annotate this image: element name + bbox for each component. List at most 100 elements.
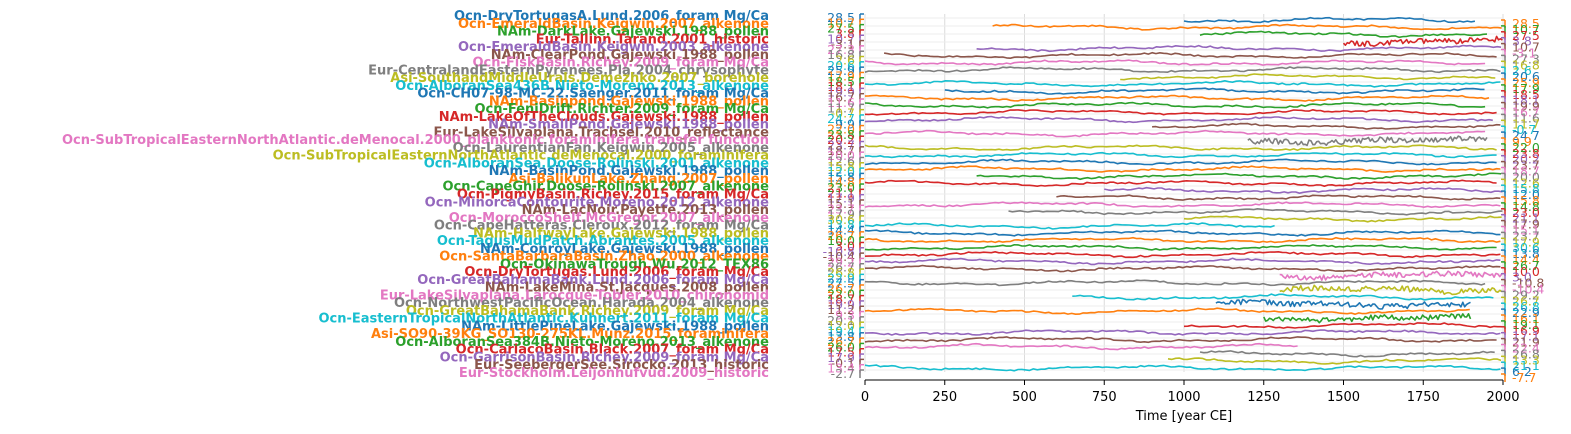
record-label: NAm-HalfwayLake.Gajewski.1988_pollen [473,226,769,241]
left-tick-label: 14.8 [827,175,855,190]
series-line [864,222,1275,230]
left-tick-label: 14.4 [827,223,855,238]
record-label: Ocn-EmeraldBasin.Keigwin.2003_alkenone [458,40,769,55]
x-tick-label: 1000 [1167,390,1200,405]
record-label: Ocn-DryTortugas.Lund.2006_foram Mg/Ca [464,265,769,280]
series-line [864,109,1497,116]
left-tick-label: 26.0 [827,339,855,354]
x-tick-label: 0 [861,390,869,405]
left-tick-label: 13.4 [827,361,855,376]
right-tick-label: 26.7 [1512,258,1540,273]
record-label: Ocn-SubTropicalEasternNorthAtlantic.deMe… [273,149,769,164]
left-tick-label: -2.7 [831,366,855,381]
record-label: Asi-SouthandMiddleUrals.Demezhko.2007_bo… [390,71,769,86]
left-tick-label: 3.0 [835,239,855,254]
right-tick-label: 23.7 [1512,228,1540,243]
record-label: Ocn-MinorcaContourite.Moreno.2012_alkeno… [425,195,770,210]
record-label: Eur-Tallinn.Tarand.2001_historic [536,32,769,47]
x-tick-label: 1500 [1327,390,1360,405]
right-tick-label: 12.0 [1512,187,1540,202]
left-tick-label: 11.6 [827,95,855,110]
left-tick-label: 20.0 [827,148,855,163]
right-tick-label: 16.1 [1512,311,1540,326]
left-tick-label: 16.7 [827,90,855,105]
x-axis: 0 250 500 750 1000 1250 1500 1750 2000 [861,379,1520,405]
series-line [1167,357,1502,365]
left-tick-label: 24.7 [827,111,855,126]
record-label: Asi-BalikunLake.Zhang.2007_pollen [509,172,769,187]
right-tick-label: 22.4 [1512,341,1540,356]
left-tick-label: 23.0 [827,180,855,195]
series-line [976,172,1502,181]
right-tick-label: 19.1 [1512,317,1540,332]
series-line [864,236,1501,244]
right-tick-label: 17.9 [1512,234,1540,249]
right-tick-label: 11.6 [1512,110,1540,125]
left-tick-label: 11.7 [827,100,855,115]
series-line [864,94,1490,102]
record-label: Ocn-TagusMudPatch.Abrantes.2005_alkenone [437,234,769,249]
left-tick-label: 26.7 [827,334,855,349]
series-line [1056,194,1501,201]
left-tick-label: -0.7 [831,106,855,121]
left-tick-label: -3.1 [831,37,855,52]
left-tick-label: 26.7 [827,228,855,243]
left-tick-label: 9.9 [835,116,855,131]
record-label: Ocn-GreatBahamaBank.Richey.2009_foram Mg… [406,304,769,319]
right-tick-label: 24.7 [1512,128,1540,143]
record-label: Ocn-PigmyBasin.Richey.2015_foram Mg/Ca [457,188,769,203]
series-lines [864,16,1503,372]
record-label: Eur-Stockholm.Leijonhufvud.2009_historic [459,366,769,381]
left-tick-label: 10.0 [827,233,855,248]
record-label: Ocn-CapeGhir.Doose-Rolinski.2007_alkenon… [443,180,770,195]
right-tick-label: 2.6 [1512,63,1532,78]
record-label: NAm-LakeOfTheClouds.Gajewski.1988_pollen [439,110,769,125]
record-label: Ocn-CapeHatteras.Cleroux.2012_foram Mg/C… [434,219,769,234]
record-label: Asi-SO90-39KG_SO130-275KL.Munz.2015_fora… [371,327,769,342]
left-tick-label: 26.7 [827,260,855,275]
right-tick-label: 26.7 [1512,293,1540,308]
record-label: Ocn-SubTropicalEasternNorthAtlantic.deMe… [62,133,769,148]
right-tick-label: 16.7 [1512,105,1540,120]
record-label: NAm-LittlePineLake.Gajewski.1988_pollen [461,319,769,334]
record-label: NAm-BasinPond.Gajewski.1988_pollen [489,164,769,179]
record-label: Ocn-FeniDrift.Richter.2009_foram Mg/Ca [474,102,769,117]
series-line [864,342,1298,351]
left-tick-label: -0.1 [831,355,855,370]
right-tick-label: 10.7 [1512,22,1540,37]
series-line [1215,298,1471,310]
right-tick-label: -10.8 [1512,276,1544,291]
right-tick-label: 6.2 [1512,364,1532,379]
series-line [864,66,1501,74]
series-line [864,179,1497,187]
series-line [864,101,1486,109]
right-tick-label: 17.9 [1512,81,1540,96]
left-tick-label: 12.0 [827,318,855,333]
series-line [1072,293,1494,301]
left-tick-label: 20.1 [827,313,855,328]
series-line [976,44,1502,53]
right-tick-label: 10.7 [1512,40,1540,55]
record-label: Eur-CentralandEasternPyrenees.Pla.2004_c… [368,63,769,78]
record-label: Ocn-EasternTropicalNorthAtlantic.Kuhnert… [318,312,769,327]
right-tick-label: 14.4 [1512,252,1540,267]
record-label: Ocn-LaurentianFan.Keigwin.2005_alkenone [453,141,770,156]
record-label: NAm-LakeMina.St.Jacques.2008_pollen [485,281,769,296]
left-tick-label: 15.8 [827,169,855,184]
series-line [1152,122,1501,130]
right-tick-label: 26.8 [1512,346,1540,361]
series-line [864,129,1486,138]
series-line [1183,16,1476,24]
left-tick-label: 22.0 [827,286,855,301]
left-tick-label: 12.6 [827,154,855,169]
record-label: Eur-LakeSilvaplana.Larocque-Tobler.2010_… [380,288,769,303]
left-tick-label: 19.9 [827,84,855,99]
left-tick-label: 17.9 [827,191,855,206]
right-tick-label: 13.3 [1512,352,1540,367]
left-tick-label: 13.8 [827,217,855,232]
series-line [864,229,1501,237]
right-tick-label: 18.7 [1512,164,1540,179]
left-tick-label: 18.7 [827,292,855,307]
right-tick-label: 21.1 [1512,211,1540,226]
left-tick-label: 19.9 [827,297,855,312]
